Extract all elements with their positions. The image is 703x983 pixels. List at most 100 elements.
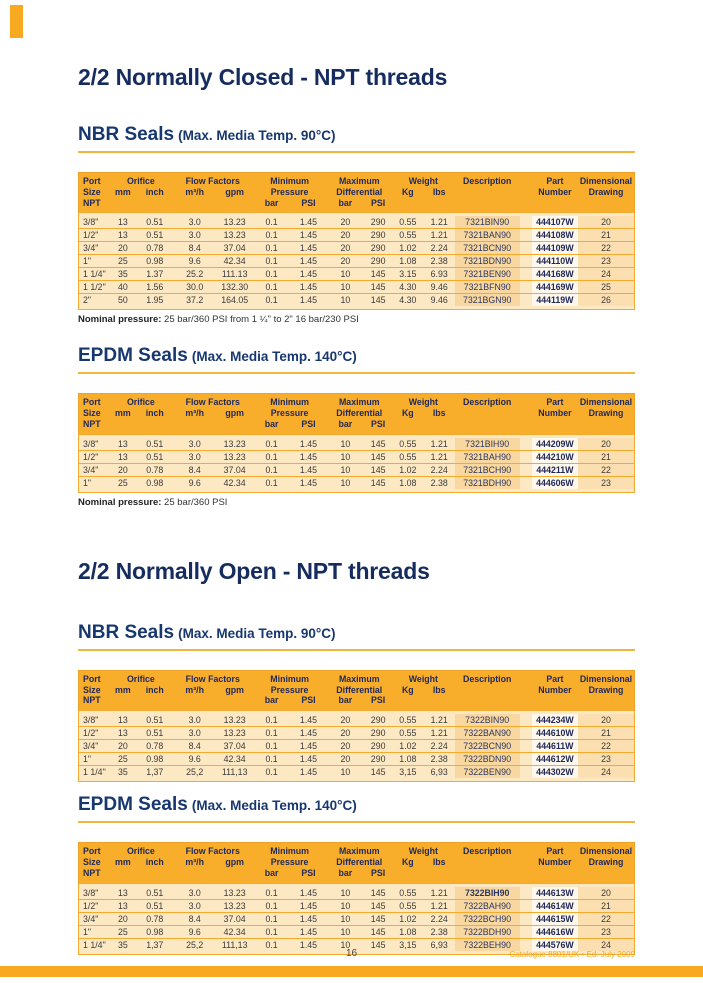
cell-min-psi: 1.45 (299, 741, 318, 752)
cell-flow-gpm: 132.30 (221, 282, 249, 293)
cell-weight-lbs: 6.93 (430, 269, 448, 280)
cell-min-bar: 0.1 (265, 939, 278, 950)
cell-part-number: 444210W (531, 450, 578, 463)
heading-nbr-seals-closed: NBR Seals (Max. Media Temp. 90°C) (78, 124, 635, 153)
cell-min-psi: 1.45 (299, 715, 318, 726)
cell-orifice-mm: 25 (117, 477, 128, 488)
header-cell: Orifice (126, 846, 155, 857)
header-cell: Differential (336, 684, 383, 695)
cell-min-psi: 1.45 (299, 767, 318, 778)
cell-weight-lbs: 2.24 (430, 741, 448, 752)
header-cell: lbs (432, 186, 446, 197)
cell-flow-m3h: 3.0 (188, 887, 201, 898)
table-row: 3/8" 13 0.51 3.0 13.23 0.1 1.45 10 145 0.55 1.21 73… (79, 886, 634, 899)
cell-weight-lbs: 6,93 (430, 767, 448, 778)
cell-flow-m3h: 9.6 (188, 926, 201, 937)
cell-orifice-mm: 35 (117, 939, 128, 950)
cell-max-psi: 145 (370, 900, 386, 911)
header-cell: gpm (225, 856, 244, 867)
cell-flow-m3h: 8.4 (188, 913, 201, 924)
header-cell: Number (538, 856, 572, 867)
cell-dimensional-drawing: 20 (577, 437, 634, 450)
cell-weight-kg: 1.08 (399, 256, 417, 267)
cell-description: 7322BEH90 (454, 938, 520, 951)
header-cell: bar (264, 197, 279, 208)
cell-min-psi: 1.45 (299, 939, 318, 950)
cell-spacer (519, 912, 532, 925)
seal-type-label: NBR Seals (78, 124, 175, 145)
cell-dimensional-drawing: 22 (577, 740, 634, 753)
cell-max-bar: 10 (340, 451, 351, 462)
cell-orifice-mm: 13 (117, 438, 128, 449)
cell-min-bar: 0.1 (265, 256, 278, 267)
cell-max-psi: 145 (370, 939, 386, 950)
cell-dimensional-drawing: 22 (577, 912, 634, 925)
cell-flow-m3h: 30.0 (186, 282, 204, 293)
cell-port-size: 1" (83, 754, 92, 765)
header-cell-port: Port Size NPT (79, 846, 109, 878)
cell-orifice-mm: 20 (117, 741, 128, 752)
cell-part-number: 444107W (531, 216, 578, 229)
header-cell: bar (338, 867, 353, 878)
header-cell: Dimensional (579, 397, 633, 408)
cell-spacer (519, 899, 532, 912)
cell-part-number: 444169W (531, 281, 578, 294)
header-cell: Weight (408, 397, 438, 408)
cell-flow-m3h: 3.0 (188, 217, 201, 228)
cell-orifice-inch: 0.78 (146, 913, 164, 924)
cell-weight-lbs: 1.21 (430, 451, 448, 462)
cell-part-number: 444613W (531, 886, 578, 899)
seal-type-label: EPDM Seals (78, 345, 188, 367)
cell-weight-kg: 1.08 (399, 754, 417, 765)
cell-part-number: 444614W (531, 899, 578, 912)
header-cell: mm (115, 186, 131, 197)
cell-dimensional-drawing: 23 (577, 255, 634, 268)
cell-min-psi: 1.45 (299, 230, 318, 241)
cell-max-psi: 145 (370, 464, 386, 475)
header-cell: Pressure (270, 684, 309, 695)
cell-dimensional-drawing: 21 (577, 899, 634, 912)
cell-port-size: 1 1/4" (83, 939, 106, 950)
cell-max-psi: 145 (370, 438, 386, 449)
header-cell: Description (462, 397, 512, 408)
cell-min-bar: 0.1 (265, 282, 278, 293)
cell-spacer (519, 463, 532, 476)
table-row: 1 1/4" 35 1,37 25,2 111,13 0.1 1.45 10 145 3,15 6,… (79, 937, 634, 951)
cell-description: 7322BCN90 (454, 740, 520, 753)
table-row: 1" 25 0.98 9.6 42.34 0.1 1.45 20 290 1.08 2.38 7322… (79, 752, 634, 766)
header-line: NPT (83, 418, 101, 429)
header-cell: Differential (336, 856, 383, 867)
header-cell: inch (145, 856, 164, 867)
header-cell: Flow Factors (185, 176, 240, 186)
cell-weight-lbs: 1.21 (430, 887, 448, 898)
cell-max-bar: 20 (340, 230, 351, 241)
cell-flow-m3h: 8.4 (188, 243, 201, 254)
header-cell: m³/h (185, 684, 204, 695)
cell-port-size: 1" (83, 926, 92, 937)
cell-orifice-inch: 0.51 (146, 438, 164, 449)
seal-temp-label: (Max. Media Temp. 90°C) (178, 625, 336, 641)
cell-weight-lbs: 2.24 (430, 464, 448, 475)
cell-max-psi: 145 (370, 269, 386, 280)
cell-flow-m3h: 9.6 (188, 754, 201, 765)
header-cell: Maximum (338, 397, 380, 408)
header-cell: PSI (301, 695, 316, 706)
cell-max-bar: 10 (340, 900, 351, 911)
header-cell: Drawing (588, 408, 624, 419)
cell-flow-m3h: 25.2 (186, 269, 204, 280)
header-line: NPT (83, 867, 101, 878)
cell-min-psi: 1.45 (299, 217, 318, 228)
cell-part-number: 444576W (531, 938, 578, 951)
table-row: 3/4" 20 0.78 8.4 37.04 0.1 1.45 10 145 1.02 2.24 73… (79, 911, 634, 925)
header-cell: Flow Factors (185, 397, 240, 408)
cell-flow-gpm: 42.34 (223, 477, 246, 488)
cell-weight-kg: 3,15 (399, 767, 417, 778)
cell-port-size: 1 1/4" (83, 269, 106, 280)
cell-min-psi: 1.45 (299, 900, 318, 911)
cell-max-bar: 20 (340, 728, 351, 739)
cell-max-psi: 290 (370, 754, 386, 765)
header-cell: Maximum (338, 176, 380, 186)
cell-description: 7321BDN90 (454, 255, 520, 268)
cell-min-bar: 0.1 (265, 926, 278, 937)
cell-orifice-inch: 1.95 (146, 295, 164, 306)
